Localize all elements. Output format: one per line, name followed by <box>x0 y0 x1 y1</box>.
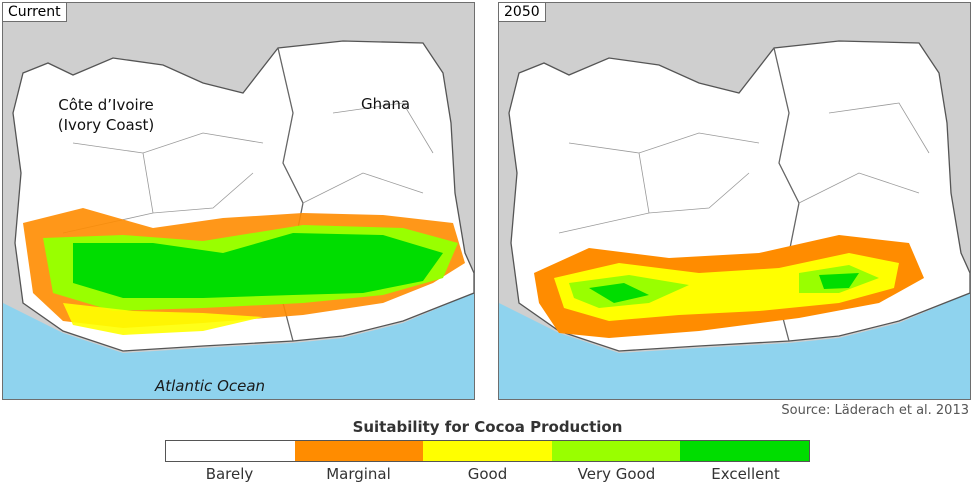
map-panel-current: Current Côte d’Ivoire (Ivory Coast) Ghan… <box>2 2 475 400</box>
suitability-good <box>63 303 263 335</box>
legend-swatch-good <box>423 441 552 461</box>
legend-label-good: Good <box>467 465 508 483</box>
ocean-area <box>3 293 474 399</box>
panel-label-2050: 2050 <box>499 3 546 22</box>
suitability-good <box>554 253 899 321</box>
source-credit: Source: Läderach et al. 2013 <box>781 403 969 418</box>
map-2050 <box>499 40 970 399</box>
country-label-cote-divoire: Côte d’Ivoire (Ivory Coast) <box>57 96 155 134</box>
panel-label-current: Current <box>3 3 67 22</box>
region-borders <box>558 102 930 234</box>
map-panel-2050: 2050 <box>498 2 971 400</box>
country-label-ghana: Ghana <box>361 95 411 113</box>
legend-labels: Barely Marginal Good Very Good Excellent <box>165 465 810 483</box>
legend-bar <box>165 440 810 462</box>
legend-label-excellent: Excellent <box>711 465 780 483</box>
legend-title: Suitability for Cocoa Production <box>352 418 623 436</box>
suitability-excellent <box>73 233 443 298</box>
ocean-area <box>499 293 970 399</box>
legend-swatch-barely <box>166 441 295 461</box>
legend-label-very-good: Very Good <box>577 465 656 483</box>
legend-label-marginal: Marginal <box>326 465 391 483</box>
legend-label-barely: Barely <box>205 465 254 483</box>
suitability-very-good <box>569 265 879 308</box>
ocean-label: Atlantic Ocean <box>155 377 266 395</box>
map-current <box>3 40 474 399</box>
legend-swatch-excellent <box>680 441 809 461</box>
legend-swatch-very-good <box>551 441 681 461</box>
suitability-excellent <box>589 273 859 303</box>
legend-swatch-marginal <box>294 441 424 461</box>
